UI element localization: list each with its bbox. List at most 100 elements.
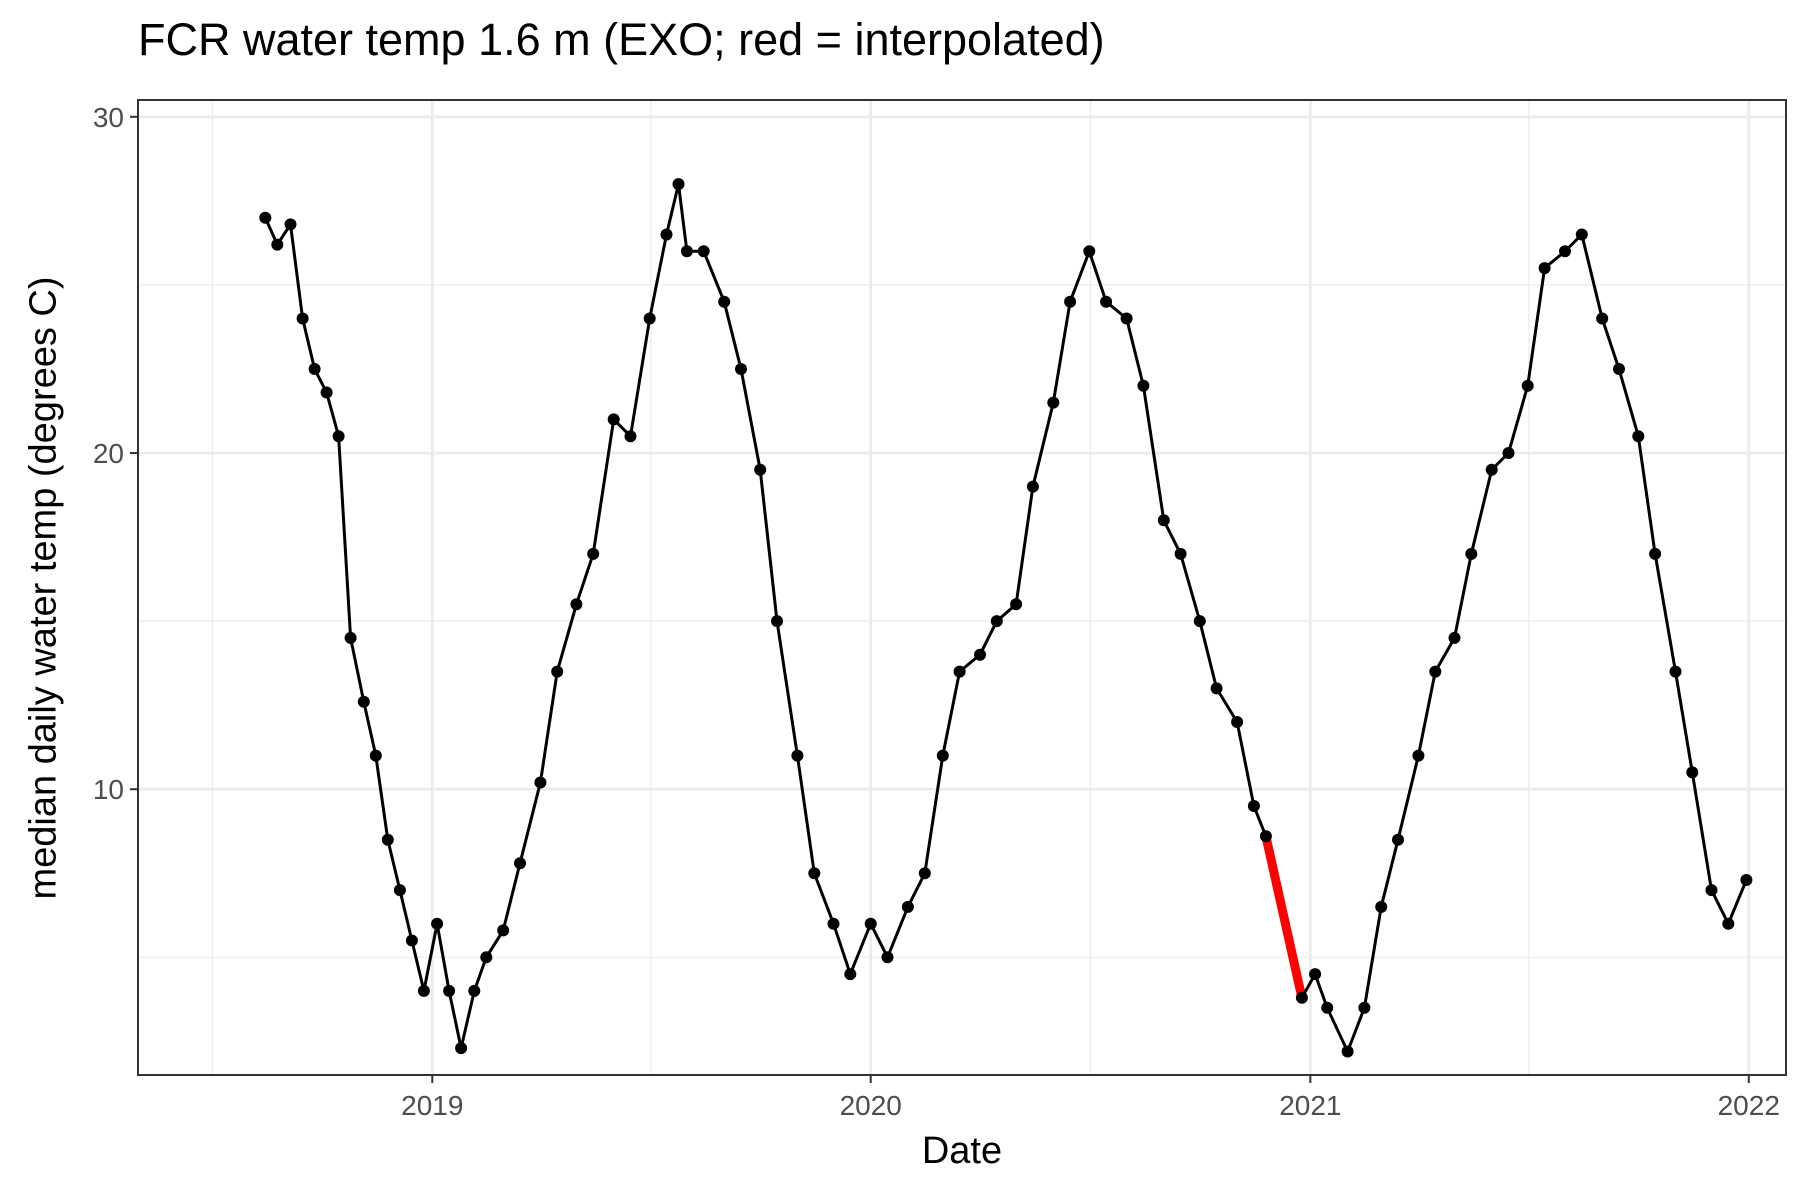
observed-point: [936, 749, 949, 762]
observed-point: [570, 598, 583, 611]
observed-point: [1210, 682, 1223, 695]
observed-point: [534, 776, 547, 789]
observed-point: [271, 238, 284, 251]
observed-point: [660, 228, 673, 241]
observed-point: [480, 951, 493, 964]
observed-point: [405, 934, 418, 947]
observed-point: [718, 295, 731, 308]
observed-point: [514, 857, 526, 870]
observed-point: [369, 749, 382, 762]
observed-point: [808, 867, 821, 880]
observed-point: [1740, 874, 1753, 886]
observed-point: [754, 463, 767, 476]
observed-point: [1341, 1045, 1354, 1058]
observed-point: [1412, 749, 1425, 762]
x-tick-label: 2022: [1718, 1090, 1780, 1121]
observed-point: [864, 917, 877, 930]
observed-point: [827, 917, 840, 930]
observed-point: [1231, 716, 1244, 728]
interpolated-series-line: [1261, 831, 1307, 1003]
observed-point: [1137, 379, 1150, 392]
observed-point: [497, 924, 510, 937]
observed-point: [1448, 631, 1461, 644]
observed-point: [551, 665, 564, 678]
observed-point: [1538, 262, 1551, 275]
observed-point: [901, 900, 914, 913]
observed-point: [1026, 480, 1039, 493]
observed-point: [697, 245, 710, 258]
y-tick-label: 20: [93, 438, 124, 469]
observed-point: [1669, 665, 1682, 678]
observed-point: [468, 984, 481, 997]
observed-point: [953, 665, 966, 678]
plot-panel: [138, 100, 1786, 1075]
y-tick-label: 10: [93, 774, 124, 805]
observed-point: [1465, 547, 1478, 560]
observed-point: [443, 984, 456, 997]
observed-point: [1120, 312, 1133, 325]
observed-point: [1705, 884, 1718, 897]
observed-point: [771, 615, 783, 628]
x-tick-label: 2019: [401, 1090, 463, 1121]
observed-point: [357, 695, 370, 708]
observed-point: [1502, 447, 1515, 459]
observed-point: [1321, 1001, 1334, 1014]
observed-point: [881, 951, 894, 964]
observed-point: [1392, 833, 1404, 846]
observed-point: [1649, 547, 1662, 560]
observed-point: [284, 218, 297, 231]
observed-point: [1295, 991, 1308, 1004]
x-tick-label: 2020: [840, 1090, 902, 1121]
observed-point: [455, 1042, 468, 1055]
observed-point: [431, 917, 444, 930]
observed-point: [381, 833, 394, 846]
observed-point: [672, 178, 685, 191]
observed-point: [680, 245, 693, 258]
observed-point: [990, 615, 1003, 628]
observed-point: [1521, 379, 1534, 392]
observed-point: [607, 413, 620, 426]
observed-point: [974, 648, 986, 661]
observed-point: [1596, 312, 1609, 325]
observed-point: [1375, 900, 1388, 913]
observed-point: [1157, 514, 1170, 527]
observed-point: [1613, 363, 1625, 375]
observed-point: [1047, 396, 1060, 409]
observed-point: [259, 211, 272, 224]
observed-point: [844, 968, 857, 981]
observed-point: [735, 363, 747, 375]
plot-border: [137, 99, 1787, 1076]
observed-point: [624, 430, 637, 443]
observed-point: [1686, 766, 1699, 779]
observed-point: [1259, 830, 1272, 843]
observed-point: [791, 749, 804, 762]
observed-point: [1100, 295, 1113, 308]
observed-point: [1193, 615, 1206, 628]
observed-point: [1247, 800, 1260, 812]
observed-point: [1010, 598, 1023, 611]
x-tick-label: 2021: [1279, 1090, 1341, 1121]
observed-point: [393, 884, 406, 897]
observed-point: [643, 312, 656, 325]
observed-point: [1485, 463, 1498, 476]
observed-point: [1309, 968, 1322, 981]
observed-point: [587, 547, 600, 560]
observed-point: [1632, 430, 1645, 443]
observed-point: [1559, 245, 1571, 258]
observed-point: [1429, 665, 1442, 678]
x-axis-label: Date: [921, 1130, 1003, 1172]
observed-point: [1083, 245, 1096, 258]
observed-point: [918, 867, 931, 880]
observed-point: [417, 984, 430, 997]
observed-point: [320, 386, 333, 399]
observed-point: [1575, 228, 1588, 241]
y-tick-label: 30: [93, 102, 124, 133]
observed-point: [332, 430, 345, 443]
observed-point: [344, 631, 357, 644]
y-axis-label: median daily water temp (degrees C): [22, 276, 65, 900]
observed-point: [308, 363, 321, 375]
observed-point: [1358, 1001, 1371, 1014]
chart-title: FCR water temp 1.6 m (EXO; red = interpo…: [138, 14, 1105, 65]
